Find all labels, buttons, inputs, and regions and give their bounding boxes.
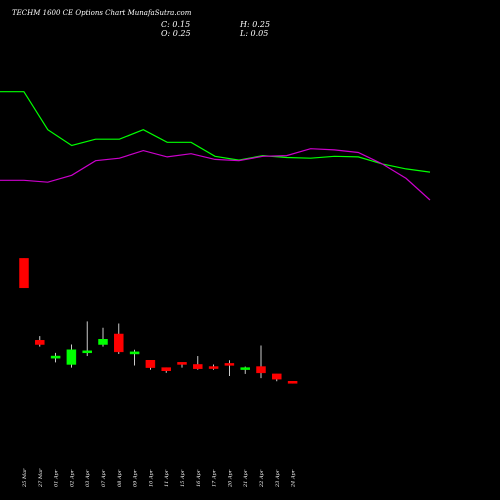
high-readout: H: 0.25 — [239, 20, 270, 29]
candle-down — [193, 364, 203, 369]
x-tick-label: 08 Apr — [117, 469, 123, 487]
ma-fast-line — [0, 91, 431, 173]
close-readout: C: 0.15 — [161, 20, 190, 29]
x-tick-label: 01 Apr — [54, 469, 60, 487]
moving-average-lines — [0, 91, 431, 201]
candles — [19, 258, 298, 384]
x-tick-label: 07 Apr — [101, 469, 107, 487]
candle-down — [35, 340, 45, 345]
x-tick-label: 15 Apr — [180, 469, 186, 487]
x-tick-label: 16 Apr — [196, 469, 202, 487]
candle-up — [50, 355, 61, 359]
candle-up — [82, 350, 92, 354]
ma-slow-line — [0, 148, 431, 201]
chart-title: TECHM 1600 CE Options Chart MunafaSutra.… — [12, 9, 192, 17]
candle-down — [161, 367, 171, 372]
x-tick-label: 20 Apr — [227, 469, 233, 488]
candle-up — [66, 349, 77, 365]
x-tick-label: 22 Apr — [259, 469, 265, 488]
x-tick-label: 10 Apr — [148, 469, 154, 487]
candle-down — [19, 258, 29, 289]
x-axis-ticks: 25 Mar 27 Mar 01 Apr 02 Apr 03 Apr 07 Apr 08 A… — [22, 468, 297, 488]
x-tick-label: 24 Apr — [291, 469, 297, 488]
candle-down — [208, 366, 219, 369]
candle-up — [98, 339, 108, 345]
candle-down — [177, 362, 187, 365]
x-tick-label: 21 Apr — [243, 469, 249, 488]
x-tick-label: 03 Apr — [85, 469, 91, 487]
candle-down — [145, 360, 156, 368]
x-tick-label: 25 Mar — [22, 468, 28, 488]
open-readout: O: 0.25 — [161, 29, 191, 38]
x-tick-label: 27 Mar — [38, 468, 44, 488]
candle-down — [256, 366, 266, 374]
candle-down — [224, 363, 235, 366]
candle-down — [287, 381, 298, 384]
x-tick-label: 23 Apr — [275, 469, 281, 488]
candle-up — [129, 351, 140, 355]
candle-down — [114, 333, 124, 353]
x-tick-label: 09 Apr — [133, 469, 139, 487]
x-tick-label: 11 Apr — [164, 469, 170, 487]
candle-down — [272, 373, 282, 380]
low-readout: L: 0.05 — [239, 29, 268, 38]
x-tick-label: 17 Apr — [212, 469, 218, 487]
candle-up — [240, 367, 250, 370]
x-tick-label: 02 Apr — [69, 469, 75, 487]
